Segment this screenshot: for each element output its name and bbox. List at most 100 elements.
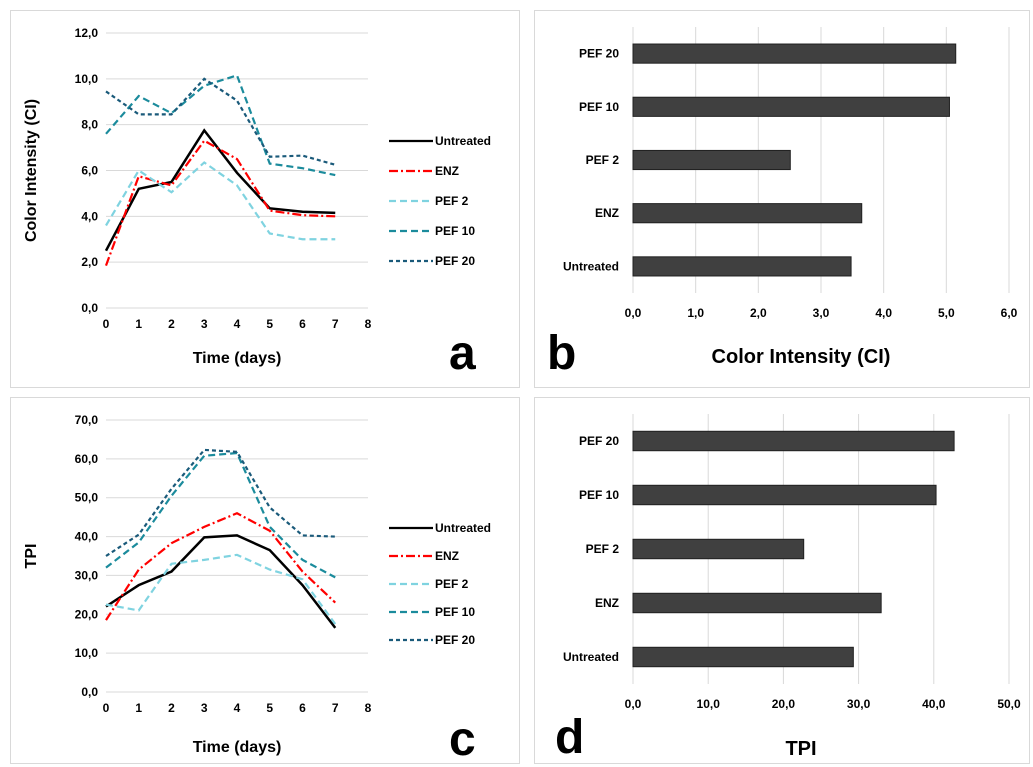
panel-letter: c bbox=[449, 713, 476, 766]
x-tick-label: 2,0 bbox=[750, 306, 767, 320]
line-chart-tpi: 0,0 10,0 20,0 30,0 40,0 50,0 60,0 70,0 0 1 2 3 4 5 6 7 8… bbox=[23, 413, 491, 766]
panel-c: 0,0 10,0 20,0 30,0 40,0 50,0 60,0 70,0 0 1 2 3 4 5 6 7 8… bbox=[10, 397, 520, 766]
x-tick-label: 50,0 bbox=[997, 697, 1021, 711]
y-tick-label: 70,0 bbox=[75, 413, 99, 427]
series-line-pef-10 bbox=[105, 451, 336, 579]
panel-letter: d bbox=[555, 711, 584, 764]
bar-enz bbox=[632, 203, 863, 224]
legend-label-pef-2: PEF 2 bbox=[435, 577, 469, 591]
bar-pef-10 bbox=[632, 484, 937, 506]
x-tick-label: 2 bbox=[168, 701, 175, 715]
legend-label-enz: ENZ bbox=[435, 164, 459, 178]
x-tick-label: 2 bbox=[168, 317, 175, 331]
x-tick-label: 40,0 bbox=[922, 697, 946, 711]
legend-label-pef-10: PEF 10 bbox=[435, 224, 475, 238]
category-label-pef-2: PEF 2 bbox=[586, 542, 620, 556]
x-tick-label: 7 bbox=[332, 317, 339, 331]
y-tick-label: 20,0 bbox=[75, 607, 99, 621]
panel-letter: a bbox=[449, 327, 476, 380]
x-tick-label: 5 bbox=[266, 317, 273, 331]
y-axis-label: TPI bbox=[23, 544, 40, 569]
series-line-pef-20 bbox=[105, 77, 336, 166]
x-axis-label: Color Intensity (CI) bbox=[712, 346, 891, 368]
category-label-pef-20: PEF 20 bbox=[579, 434, 619, 448]
bar-pef-20 bbox=[632, 43, 957, 64]
x-tick-label: 7 bbox=[332, 701, 339, 715]
category-label-pef-20: PEF 20 bbox=[579, 47, 619, 61]
y-tick-label: 8,0 bbox=[81, 118, 98, 132]
x-tick-label: 1 bbox=[135, 317, 142, 331]
y-tick-label: 10,0 bbox=[75, 646, 99, 660]
series-line-pef-2 bbox=[105, 161, 336, 241]
x-tick-label: 6,0 bbox=[1001, 306, 1018, 320]
panel-letter: b bbox=[547, 327, 576, 380]
panel-b: 0,0 1,0 2,0 3,0 4,0 5,0 6,0 Untreated ENZ PEF 2 PE… bbox=[534, 10, 1030, 388]
x-tick-label: 4,0 bbox=[875, 306, 892, 320]
y-tick-label: 10,0 bbox=[75, 72, 99, 86]
x-tick-label: 3 bbox=[201, 701, 208, 715]
series-line-untreated bbox=[104, 128, 336, 252]
y-tick-label: 12,0 bbox=[75, 26, 99, 40]
panel-a: 0,0 2,0 4,0 6,0 8,0 10,0 12,0 0 1 2 3 4 5 6 7 8 Time (da… bbox=[10, 10, 520, 388]
series-line-enz bbox=[104, 139, 336, 266]
series-line-pef-2 bbox=[105, 553, 337, 625]
legend-label-untreated: Untreated bbox=[435, 521, 491, 535]
bar-chart-color-intensity: 0,0 1,0 2,0 3,0 4,0 5,0 6,0 Untreated ENZ PEF 2 PE… bbox=[547, 27, 1018, 380]
x-tick-label: 30,0 bbox=[847, 697, 871, 711]
category-label-untreated: Untreated bbox=[563, 259, 619, 273]
x-tick-label: 8 bbox=[365, 701, 372, 715]
x-axis-label: TPI bbox=[785, 738, 816, 760]
bar-pef-10 bbox=[632, 96, 950, 117]
category-label-pef-10: PEF 10 bbox=[579, 488, 619, 502]
y-tick-label: 4,0 bbox=[81, 209, 98, 223]
bar-enz bbox=[632, 592, 882, 614]
x-tick-label: 0,0 bbox=[625, 306, 642, 320]
category-label-pef-10: PEF 10 bbox=[579, 100, 619, 114]
legend-label-pef-10: PEF 10 bbox=[435, 605, 475, 619]
series-line-pef-10 bbox=[105, 74, 336, 177]
x-tick-label: 1,0 bbox=[687, 306, 704, 320]
x-axis-label: Time (days) bbox=[193, 739, 282, 756]
legend-label-pef-2: PEF 2 bbox=[435, 194, 469, 208]
x-axis-label: Time (days) bbox=[193, 350, 282, 367]
x-tick-label: 0 bbox=[103, 701, 110, 715]
legend-label-untreated: Untreated bbox=[435, 134, 491, 148]
bar-pef-20 bbox=[632, 430, 955, 452]
bar-untreated bbox=[632, 646, 854, 668]
line-chart-color-intensity: 0,0 2,0 4,0 6,0 8,0 10,0 12,0 0 1 2 3 4 5 6 7 8 Time (da… bbox=[23, 26, 491, 380]
series-line-pef-20 bbox=[105, 448, 336, 557]
legend-label-pef-20: PEF 20 bbox=[435, 254, 475, 268]
legend-label-enz: ENZ bbox=[435, 549, 459, 563]
y-tick-label: 0,0 bbox=[81, 301, 98, 315]
x-tick-label: 20,0 bbox=[772, 697, 796, 711]
series-line-enz bbox=[105, 512, 337, 621]
x-tick-label: 5,0 bbox=[938, 306, 955, 320]
category-label-untreated: Untreated bbox=[563, 650, 619, 664]
y-tick-label: 2,0 bbox=[81, 255, 98, 269]
x-tick-label: 4 bbox=[234, 317, 241, 331]
y-axis-label: Color Intensity (CI) bbox=[23, 99, 40, 242]
x-tick-label: 5 bbox=[266, 701, 273, 715]
y-tick-label: 60,0 bbox=[75, 452, 99, 466]
y-tick-label: 30,0 bbox=[75, 568, 99, 582]
bar-pef-2 bbox=[632, 149, 791, 171]
y-tick-label: 50,0 bbox=[75, 491, 99, 505]
bar-pef-2 bbox=[632, 538, 805, 560]
x-tick-label: 8 bbox=[365, 317, 372, 331]
x-tick-label: 3 bbox=[201, 317, 208, 331]
x-tick-label: 6 bbox=[299, 317, 306, 331]
category-label-pef-2: PEF 2 bbox=[586, 153, 620, 167]
legend-label-pef-20: PEF 20 bbox=[435, 633, 475, 647]
x-tick-label: 6 bbox=[299, 701, 306, 715]
category-label-enz: ENZ bbox=[595, 206, 619, 220]
bar-untreated bbox=[632, 256, 852, 277]
panel-d: 0,0 10,0 20,0 30,0 40,0 50,0 Untreated ENZ PEF 2… bbox=[534, 397, 1030, 764]
bar-chart-tpi: 0,0 10,0 20,0 30,0 40,0 50,0 Untreated ENZ PEF 2… bbox=[555, 414, 1021, 764]
series-line-untreated bbox=[105, 534, 337, 629]
x-tick-label: 0,0 bbox=[625, 697, 642, 711]
category-label-enz: ENZ bbox=[595, 596, 619, 610]
x-tick-label: 1 bbox=[135, 701, 142, 715]
y-tick-label: 6,0 bbox=[81, 164, 98, 178]
x-tick-label: 4 bbox=[234, 701, 241, 715]
x-tick-label: 3,0 bbox=[813, 306, 830, 320]
